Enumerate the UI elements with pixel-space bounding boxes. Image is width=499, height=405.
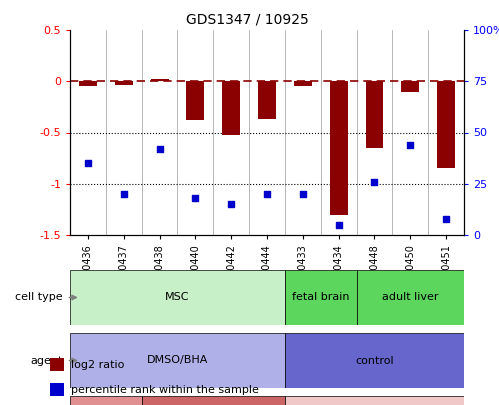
Point [299, 191, 307, 197]
Bar [79, 81, 97, 86]
Point [335, 222, 343, 228]
Bar [437, 81, 455, 168]
Point [263, 191, 271, 197]
Title: GDS1347 / 10925: GDS1347 / 10925 [186, 12, 309, 26]
Point [120, 191, 128, 197]
Bar [70, 333, 285, 388]
Text: control: control [355, 356, 394, 365]
Bar [285, 270, 357, 325]
Bar [357, 270, 464, 325]
Bar [50, 358, 64, 371]
Text: log2 ratio: log2 ratio [71, 360, 124, 370]
Bar [70, 270, 285, 325]
Bar [258, 81, 276, 119]
Bar [401, 81, 419, 92]
Point [227, 201, 235, 207]
Text: MSC: MSC [165, 292, 190, 303]
Bar [187, 81, 204, 120]
Bar [142, 396, 285, 405]
Point [442, 215, 450, 222]
Bar [115, 81, 133, 85]
Bar [50, 384, 64, 396]
Text: agent: agent [30, 356, 63, 365]
Point [370, 179, 378, 185]
Bar [294, 81, 312, 86]
Bar [365, 81, 383, 148]
Text: percentile rank within the sample: percentile rank within the sample [71, 385, 259, 395]
Bar [285, 396, 464, 405]
Bar [70, 396, 142, 405]
Point [156, 146, 164, 152]
Point [406, 142, 414, 148]
Point [192, 195, 200, 201]
Bar [222, 81, 240, 134]
Bar [285, 333, 464, 388]
Text: DMSO/BHA: DMSO/BHA [147, 356, 208, 365]
Point [84, 160, 92, 166]
Text: adult liver: adult liver [382, 292, 439, 303]
Text: fetal brain: fetal brain [292, 292, 349, 303]
Bar [151, 79, 169, 81]
Text: cell type: cell type [15, 292, 63, 303]
Bar [330, 81, 348, 215]
